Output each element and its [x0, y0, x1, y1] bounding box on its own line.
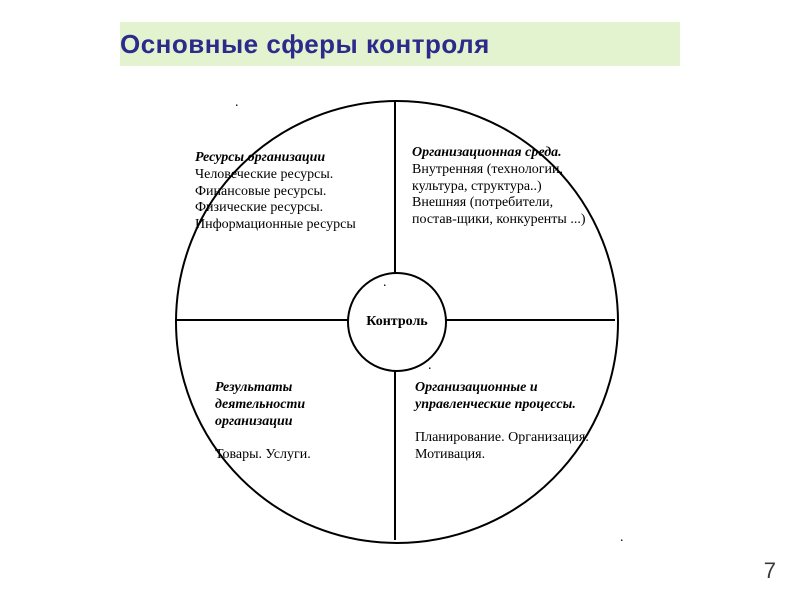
quadrant-environment: Организационная среда. Внутренняя (техно… — [412, 145, 587, 229]
quadrant-results-title: Результаты деятельности организации — [215, 380, 305, 429]
quadrant-resources-title: Ресурсы организации — [195, 150, 325, 165]
quadrant-processes: Организационные и управленческие процесс… — [415, 380, 595, 464]
quadrant-results: Результаты деятельности организации Това… — [215, 380, 385, 464]
page-title: Основные сферы контроля — [120, 29, 490, 60]
page-number: 7 — [764, 558, 776, 584]
dot-icon: . — [383, 275, 387, 291]
dot-icon: . — [620, 530, 624, 546]
quadrant-resources-body: Человеческие ресурсы. Финансовые ресурсы… — [195, 167, 356, 232]
inner-circle: Контроль — [347, 272, 447, 372]
quadrant-processes-title: Организационные и управленческие процесс… — [415, 380, 576, 412]
title-bar: Основные сферы контроля — [120, 22, 680, 66]
quadrant-processes-body: Планирование. Организация. Мотивация. — [415, 430, 589, 462]
quadrant-environment-title: Организационная среда. — [412, 145, 562, 160]
quadrant-resources: Ресурсы организации Человеческие ресурсы… — [195, 150, 375, 234]
dot-icon: . — [428, 358, 432, 374]
quadrant-environment-body: Внутренняя (технологии, культура, структ… — [412, 162, 585, 227]
quadrant-results-body: Товары. Услуги. — [215, 447, 311, 462]
center-label: Контроль — [366, 314, 427, 330]
dot-icon: . — [235, 95, 239, 111]
